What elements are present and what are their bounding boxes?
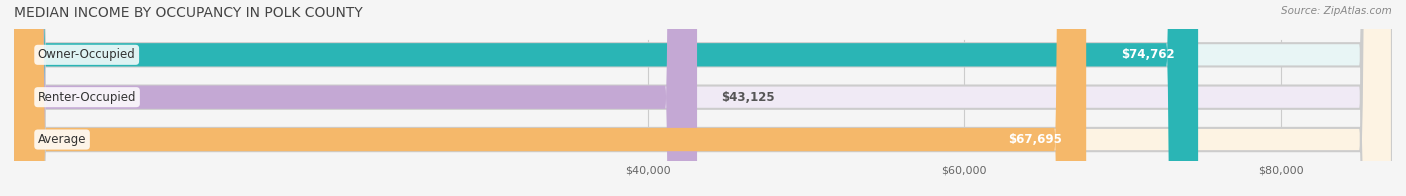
Text: $74,762: $74,762: [1121, 48, 1174, 61]
Text: Source: ZipAtlas.com: Source: ZipAtlas.com: [1281, 6, 1392, 16]
FancyBboxPatch shape: [14, 0, 1392, 196]
FancyBboxPatch shape: [14, 0, 697, 196]
Text: $67,695: $67,695: [1008, 133, 1063, 146]
FancyBboxPatch shape: [14, 0, 1198, 196]
FancyBboxPatch shape: [14, 0, 1392, 196]
Text: MEDIAN INCOME BY OCCUPANCY IN POLK COUNTY: MEDIAN INCOME BY OCCUPANCY IN POLK COUNT…: [14, 6, 363, 20]
Text: Owner-Occupied: Owner-Occupied: [38, 48, 135, 61]
Text: Average: Average: [38, 133, 86, 146]
Text: $43,125: $43,125: [721, 91, 775, 104]
FancyBboxPatch shape: [14, 0, 1087, 196]
FancyBboxPatch shape: [14, 0, 1392, 196]
Text: Renter-Occupied: Renter-Occupied: [38, 91, 136, 104]
